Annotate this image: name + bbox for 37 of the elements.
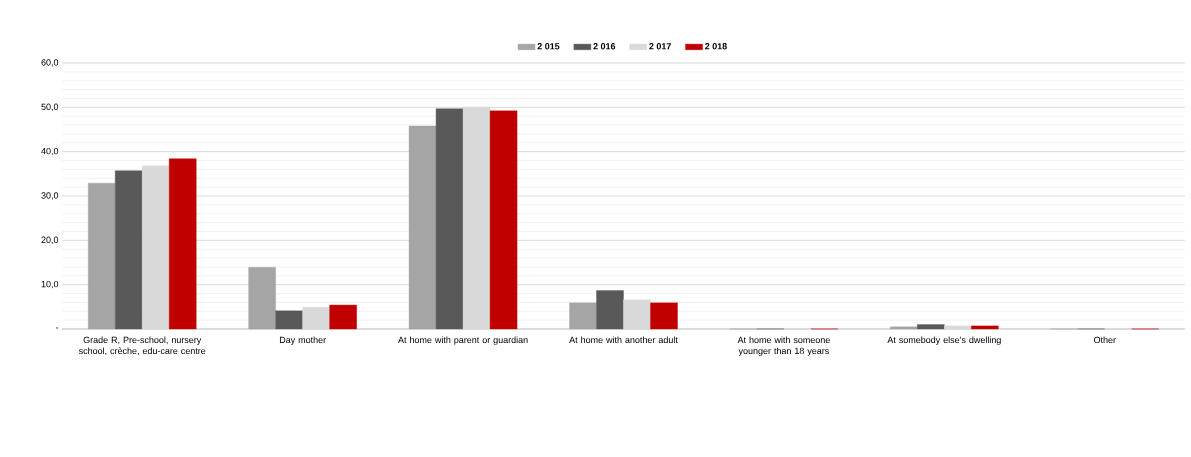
x-tick-label: Day mother <box>279 336 326 345</box>
x-tick-label: At somebody else’s dwelling <box>887 336 1001 345</box>
bar <box>489 110 518 330</box>
bar <box>596 290 624 330</box>
bar <box>275 310 303 330</box>
y-tick-label: 10,0 <box>41 280 59 289</box>
legend-label: 2 018 <box>705 43 727 50</box>
bar <box>248 267 276 330</box>
x-tick-label: Other <box>1093 336 1116 344</box>
bar <box>408 125 437 330</box>
y-tick-label: 50,0 <box>41 103 59 112</box>
x-tick-label: At home with another adult <box>569 336 678 344</box>
bar <box>971 325 999 330</box>
y-tick-label: 60,0 <box>41 59 59 67</box>
bar <box>169 158 197 330</box>
bar <box>917 324 945 330</box>
bar <box>944 325 972 330</box>
bar <box>569 302 597 330</box>
bar <box>115 170 143 330</box>
bar <box>142 165 170 330</box>
y-tick-label: - <box>55 327 59 329</box>
legend-label: 2 017 <box>649 43 671 50</box>
bar <box>302 307 330 330</box>
bar <box>435 108 464 330</box>
y-tick-label: 20,0 <box>41 236 59 245</box>
bar <box>329 304 357 330</box>
bar <box>88 182 116 330</box>
y-tick-label: 40,0 <box>41 147 59 156</box>
y-tick-label: 30,0 <box>41 192 59 200</box>
x-tick-label: Grade R, Pre-school, nursery school, crèche, edu-care centre <box>78 336 206 356</box>
legend-label: 2 016 <box>593 43 616 50</box>
x-tick-label: At home with someone younger than 18 years <box>737 336 830 356</box>
bar <box>650 302 678 330</box>
bar <box>623 299 651 330</box>
x-tick-label: At home with parent or guardian <box>398 336 528 345</box>
bar <box>890 326 918 330</box>
legend-label: 2 015 <box>537 43 560 50</box>
